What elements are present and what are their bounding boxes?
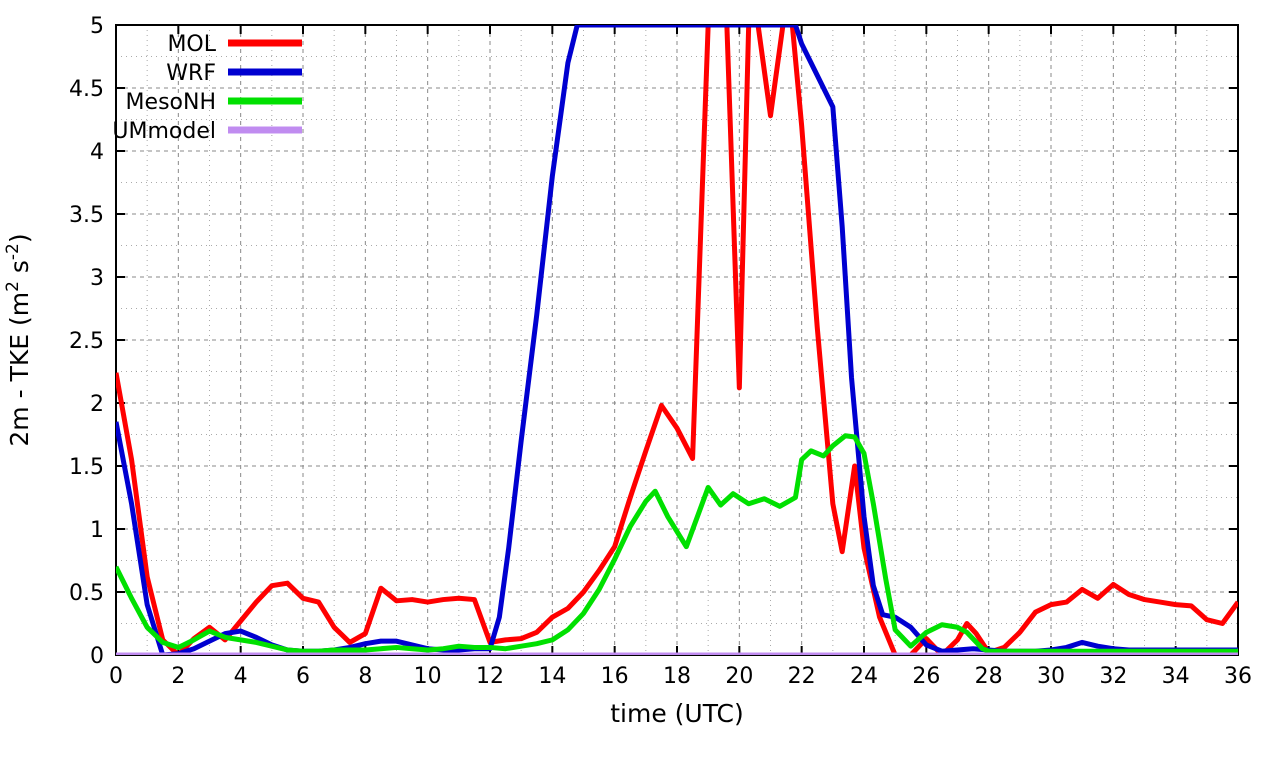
x-tick-label: 8: [358, 664, 372, 689]
legend-label-mesonh: MesoNH: [126, 90, 216, 115]
y-tick-label: 2.5: [69, 329, 104, 354]
x-tick-label: 34: [1162, 664, 1190, 689]
y-tick-label: 1: [90, 518, 104, 543]
legend: MOL WRF MesoNH UMmodel: [112, 32, 302, 144]
x-tick-labels: 0 2 4 6 8 10 12 14 16 18 20 22 24 26 28 30 32 34 36: [109, 664, 1252, 689]
y-axis-title: 2m - TKE (m2 s-2): [3, 233, 34, 446]
x-tick-label: 14: [538, 664, 566, 689]
x-tick-label: 4: [234, 664, 248, 689]
y-tick-label: 2: [90, 392, 104, 417]
y-axis-title-mid: s: [5, 260, 34, 281]
x-tick-label: 24: [850, 664, 878, 689]
x-tick-label: 6: [296, 664, 310, 689]
y-tick-label: 0.5: [69, 581, 104, 606]
x-tick-label: 28: [975, 664, 1003, 689]
x-axis-title: time (UTC): [610, 699, 744, 728]
y-tick-labels: 0 0.5 1 1.5 2 2.5 3 3.5 4 4.5 5: [69, 14, 104, 669]
x-tick-label: 12: [476, 664, 504, 689]
x-tick-label: 2: [171, 664, 185, 689]
series-line-mesonh: [116, 433, 1238, 654]
x-tick-label: 18: [663, 664, 691, 689]
y-tick-label: 3.5: [69, 203, 104, 228]
legend-label-mol: MOL: [167, 32, 216, 57]
x-tick-label: 36: [1224, 664, 1252, 689]
x-tick-label: 26: [912, 664, 940, 689]
y-axis-title-sup2: -2: [3, 243, 23, 260]
data-series: [116, 25, 1238, 655]
y-tick-label: 0: [90, 644, 104, 669]
y-tick-label: 4: [90, 140, 104, 165]
y-tick-label: 1.5: [69, 455, 104, 480]
svg-text:2m - TKE (m2 s-2): 2m - TKE (m2 s-2): [3, 233, 34, 446]
y-axis-title-sup1: 2: [3, 281, 23, 292]
y-axis-title-pre: 2m - TKE (m: [5, 292, 34, 447]
legend-label-ummodel: UMmodel: [112, 119, 216, 144]
x-tick-label: 30: [1037, 664, 1065, 689]
x-tick-label: 10: [414, 664, 442, 689]
x-tick-label: 0: [109, 664, 123, 689]
x-tick-label: 16: [601, 664, 629, 689]
y-tick-label: 5: [90, 14, 104, 39]
y-tick-label: 4.5: [69, 77, 104, 102]
legend-label-wrf: WRF: [166, 61, 216, 86]
series-line-mol: [116, 25, 1238, 655]
y-axis-title-post: ): [5, 233, 34, 243]
y-tick-label: 3: [90, 266, 104, 291]
x-tick-label: 32: [1099, 664, 1127, 689]
x-tick-label: 22: [788, 664, 816, 689]
grid-major: [116, 25, 1238, 655]
x-tick-label: 20: [725, 664, 753, 689]
